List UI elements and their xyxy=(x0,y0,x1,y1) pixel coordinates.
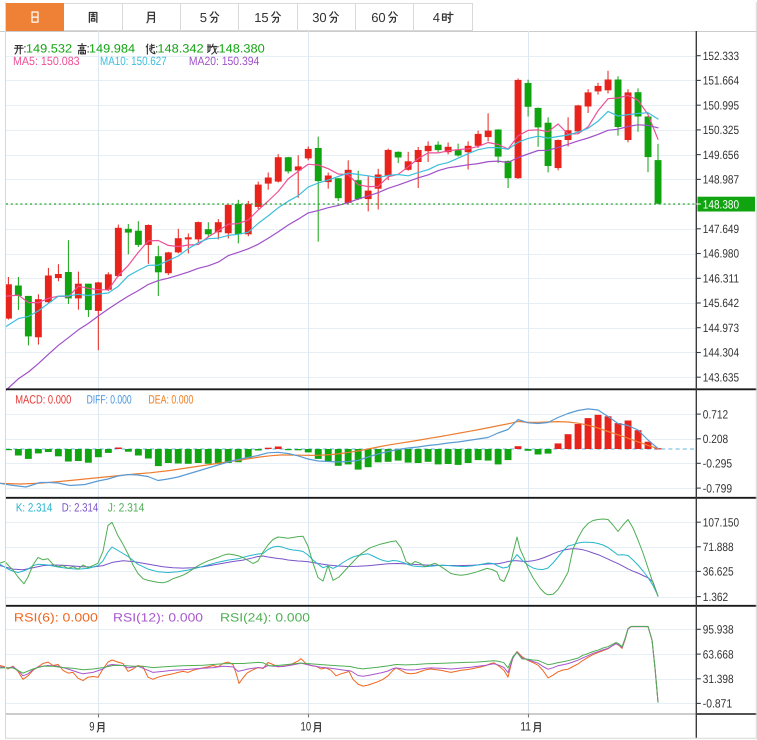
svg-text:15: 15 xyxy=(254,10,268,25)
svg-text:DIFF: 0.000: DIFF: 0.000 xyxy=(87,393,132,407)
svg-text:K: 2.314: K: 2.314 xyxy=(16,501,53,515)
svg-text:95.938: 95.938 xyxy=(703,623,734,637)
svg-text:150.325: 150.325 xyxy=(703,123,740,137)
svg-text:148.987: 148.987 xyxy=(703,173,740,187)
svg-text:149.656: 149.656 xyxy=(703,148,740,162)
svg-text:MA10: 150.627: MA10: 150.627 xyxy=(100,54,167,68)
svg-text:149.532: 149.532 xyxy=(26,42,73,56)
svg-text:152.333: 152.333 xyxy=(703,49,740,63)
svg-text:148.380: 148.380 xyxy=(703,197,740,211)
svg-text:DEA: 0.000: DEA: 0.000 xyxy=(148,393,193,407)
svg-text:71.888: 71.888 xyxy=(703,540,734,554)
svg-text:144.973: 144.973 xyxy=(703,321,740,335)
svg-text:63.668: 63.668 xyxy=(703,647,734,661)
svg-text:MACD: 0.000: MACD: 0.000 xyxy=(15,393,71,407)
svg-text::: : xyxy=(216,42,219,56)
svg-text:144.304: 144.304 xyxy=(703,346,740,360)
svg-text:145.642: 145.642 xyxy=(703,296,740,310)
svg-text:151.664: 151.664 xyxy=(703,74,740,88)
svg-text:MA5: 150.083: MA5: 150.083 xyxy=(13,54,80,68)
svg-text:148.380: 148.380 xyxy=(219,42,266,56)
svg-text:146.980: 146.980 xyxy=(703,247,740,261)
svg-text:D: 2.314: D: 2.314 xyxy=(62,501,99,515)
svg-text:148.342: 148.342 xyxy=(157,42,204,56)
svg-text:9: 9 xyxy=(89,720,94,734)
svg-text:146.311: 146.311 xyxy=(703,271,740,285)
svg-text:1.362: 1.362 xyxy=(703,590,729,604)
svg-text:149.984: 149.984 xyxy=(89,42,136,56)
svg-text:RSI(24): 0.000: RSI(24): 0.000 xyxy=(220,611,310,625)
svg-text:-0.295: -0.295 xyxy=(703,457,733,471)
svg-text:36.625: 36.625 xyxy=(703,565,734,579)
svg-text::: : xyxy=(87,42,90,56)
svg-text:-0.799: -0.799 xyxy=(703,481,733,495)
svg-text:J: 2.314: J: 2.314 xyxy=(108,501,145,515)
svg-text:60: 60 xyxy=(371,10,385,25)
svg-text:MA20: 150.394: MA20: 150.394 xyxy=(189,54,260,68)
svg-text::: : xyxy=(23,42,26,56)
svg-text:0.712: 0.712 xyxy=(703,407,729,421)
svg-text:RSI(6): 0.000: RSI(6): 0.000 xyxy=(14,611,98,625)
svg-text:5: 5 xyxy=(200,10,207,25)
svg-text:11: 11 xyxy=(520,720,531,734)
svg-text:0.208: 0.208 xyxy=(703,432,729,446)
svg-text:-0.871: -0.871 xyxy=(703,697,733,711)
svg-text:30: 30 xyxy=(313,10,327,25)
svg-text:RSI(12): 0.000: RSI(12): 0.000 xyxy=(113,611,203,625)
svg-text:143.635: 143.635 xyxy=(703,370,740,384)
svg-text:4: 4 xyxy=(433,10,440,25)
svg-text:150.995: 150.995 xyxy=(703,98,740,112)
svg-text:107.150: 107.150 xyxy=(703,515,740,529)
svg-text:31.398: 31.398 xyxy=(703,672,734,686)
svg-text:147.649: 147.649 xyxy=(703,222,740,236)
svg-text:10: 10 xyxy=(301,720,312,734)
svg-text::: : xyxy=(155,42,158,56)
